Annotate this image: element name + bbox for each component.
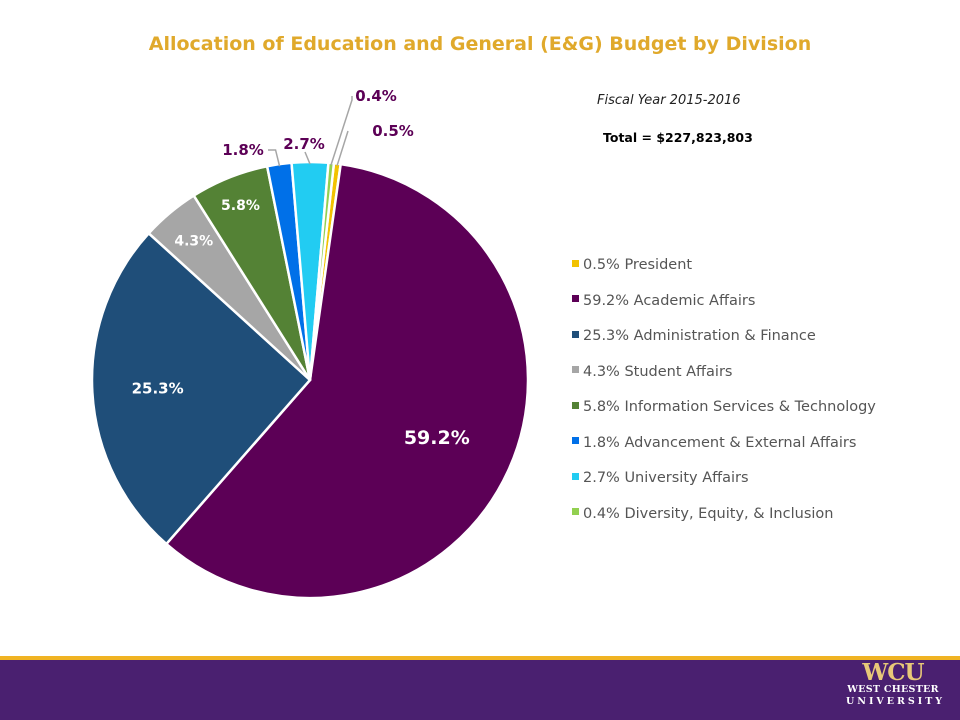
wcu-logo: WCU WEST CHESTER UNIVERSITY xyxy=(846,659,946,708)
data-label-7: 0.4% xyxy=(355,87,397,105)
data-label-2: 25.3% xyxy=(132,380,184,398)
legend-item-5: 1.8% Advancement & External Affairs xyxy=(572,434,856,452)
leader-line-5 xyxy=(268,149,281,167)
legend-swatch-2 xyxy=(572,330,579,338)
legend-item-0: 0.5% President xyxy=(572,256,692,274)
legend-label-5: 1.8% Advancement & External Affairs xyxy=(583,434,857,451)
total-budget-label: Total = $227,823,803 xyxy=(603,130,753,145)
legend-swatch-5 xyxy=(572,437,579,444)
legend-item-7: 0.4% Diversity, Equity, & Inclusion xyxy=(572,505,833,523)
pie-slice-1 xyxy=(165,162,530,600)
legend-label-2: 25.3% Administration & Finance xyxy=(583,328,816,344)
logo-line-1: WEST CHESTER xyxy=(847,684,939,695)
chart-title: Allocation of Education and General (E&G… xyxy=(148,33,812,55)
footer-bar xyxy=(0,660,960,720)
leader-line-6 xyxy=(304,151,311,165)
leader-line-0 xyxy=(336,130,349,166)
data-label-5: 1.8% xyxy=(222,141,264,159)
logo-mark: WCU xyxy=(862,659,924,686)
data-label-3: 4.3% xyxy=(174,233,213,249)
legend-swatch-3 xyxy=(572,366,579,373)
legend-item-4: 5.8% Information Services & Technology xyxy=(572,398,876,416)
data-label-4: 5.8% xyxy=(221,198,260,214)
fiscal-year-label: Fiscal Year 2015-2016 xyxy=(597,93,741,108)
legend-label-4: 5.8% Information Services & Technology xyxy=(583,399,876,415)
pie-slice-2 xyxy=(90,232,312,546)
legend-swatch-6 xyxy=(572,472,579,480)
legend-item-3: 4.3% Student Affairs xyxy=(572,363,732,381)
data-label-1: 59.2% xyxy=(404,427,470,449)
logo-line-2: UNIVERSITY xyxy=(846,696,946,707)
legend-swatch-7 xyxy=(572,508,579,515)
legend-label-0: 0.5% President xyxy=(583,257,693,273)
leader-line-7 xyxy=(330,96,353,166)
legend-item-2: 25.3% Administration & Finance xyxy=(572,327,816,345)
footer-accent-bar xyxy=(0,656,960,660)
legend-swatch-1 xyxy=(572,295,579,302)
legend-item-6: 2.7% University Affairs xyxy=(572,469,749,487)
legend-label-1: 59.2% Academic Affairs xyxy=(583,292,756,309)
legend-label-3: 4.3% Student Affairs xyxy=(583,363,733,380)
legend-label-7: 0.4% Diversity, Equity, & Inclusion xyxy=(583,505,834,522)
legend-label-6: 2.7% University Affairs xyxy=(583,470,749,486)
data-label-6: 2.7% xyxy=(283,135,325,153)
legend-swatch-0 xyxy=(572,259,579,267)
data-label-0: 0.5% xyxy=(372,122,414,140)
legend-swatch-4 xyxy=(572,401,579,409)
legend-item-1: 59.2% Academic Affairs xyxy=(572,292,755,310)
